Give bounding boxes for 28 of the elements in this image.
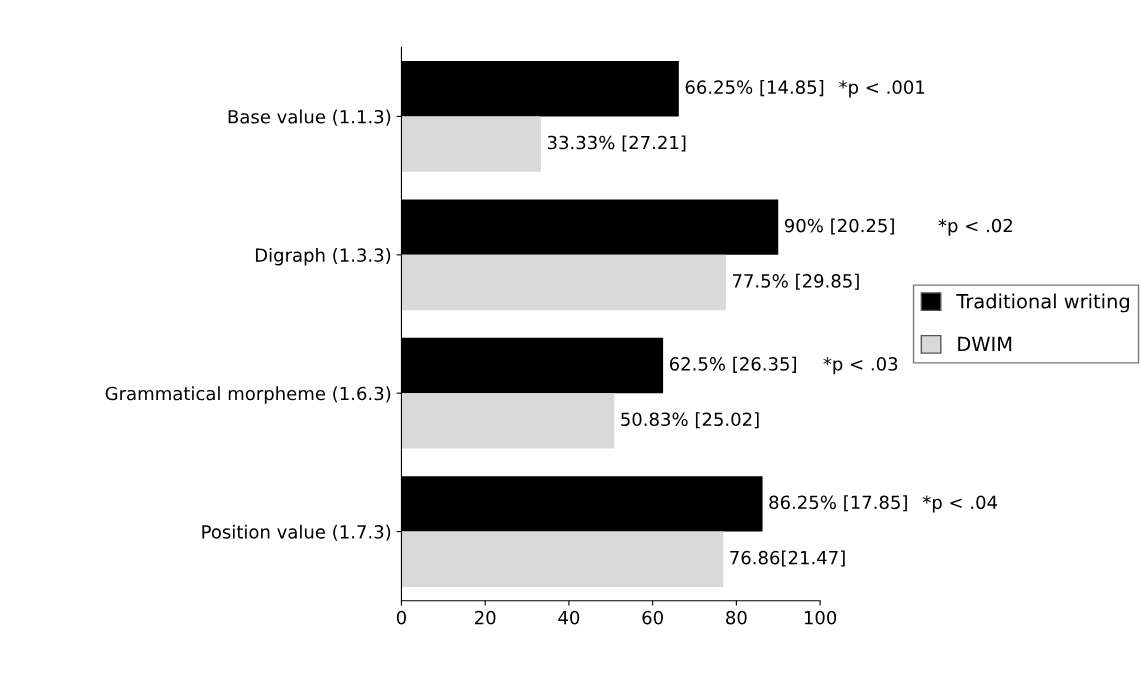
text: *p < .02 xyxy=(938,218,1012,236)
x-tick-label: 20 xyxy=(475,610,496,625)
y-tick-label: Grammatical morpheme (1.6.3) xyxy=(105,386,391,404)
data-label: 77.5% [29.85] xyxy=(732,273,859,290)
data-label: 62.5% [26.35] xyxy=(669,356,796,373)
legend-label: Traditional writing xyxy=(956,293,1129,313)
x-tick-label: 40 xyxy=(558,610,580,625)
y-tick-label: Position value (1.7.3) xyxy=(202,524,391,541)
y-tick-label: Digraph (1.3.3) xyxy=(255,247,391,266)
bar xyxy=(401,531,724,587)
legend-label: DWIM xyxy=(958,336,1012,352)
data-label: 76.86[21.47] xyxy=(730,550,845,567)
text: *p < .04 xyxy=(922,495,998,513)
bar xyxy=(401,393,615,449)
data-label: 66.25% [14.85] xyxy=(685,80,824,97)
data-label: 50.83% [25.02] xyxy=(621,412,759,429)
data-label: 86.25% [17.85] xyxy=(769,495,907,512)
bar xyxy=(401,116,541,172)
x-tick-label: 100 xyxy=(804,610,837,625)
x-tick-label: 0 xyxy=(396,610,406,625)
bar xyxy=(401,254,726,311)
data-label: 33.33% [27.21] xyxy=(547,135,686,152)
y-tick-label: Base value (1.1.3) xyxy=(228,109,391,126)
text: *p < .03 xyxy=(823,357,898,375)
data-label: 90% [20.25] xyxy=(784,218,894,235)
x-tick-label: 80 xyxy=(726,610,747,625)
x-tick-label: 60 xyxy=(642,610,663,625)
text: *p < .001 xyxy=(839,80,925,98)
